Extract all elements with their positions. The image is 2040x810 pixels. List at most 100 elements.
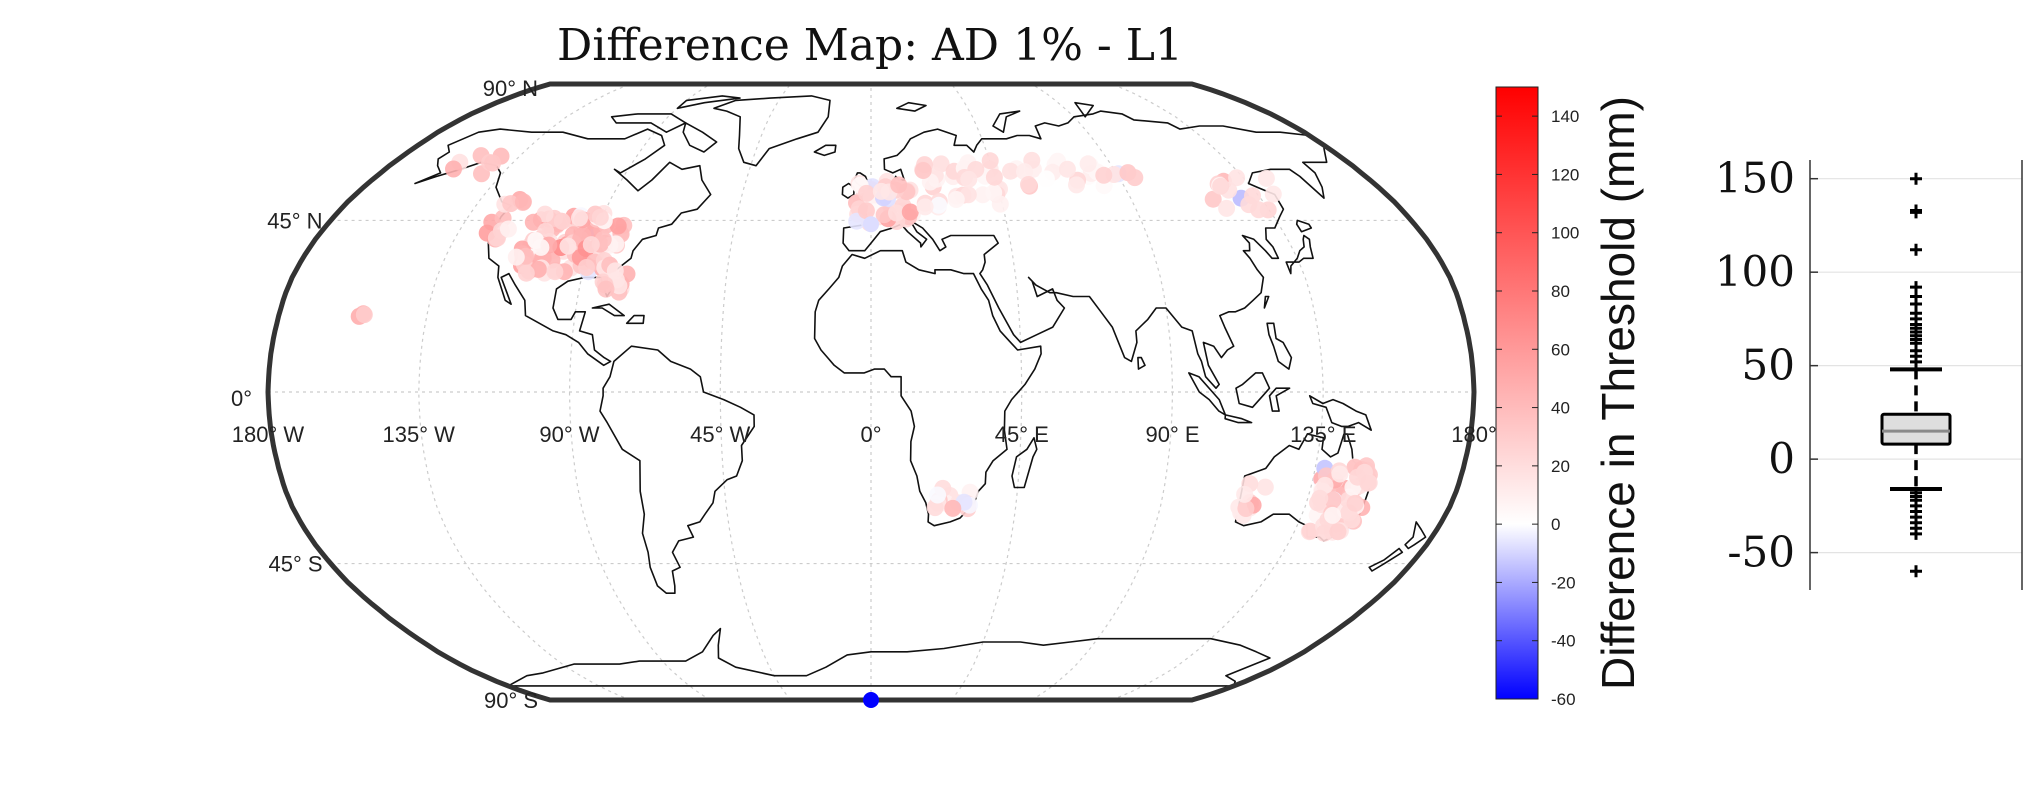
- station-marker: [1079, 155, 1097, 173]
- coastline: [1266, 322, 1293, 370]
- lat-label: 0°: [231, 386, 252, 411]
- station-marker: [901, 203, 919, 221]
- lon-label: 45° E: [995, 422, 1049, 447]
- lat-label: 90° N: [483, 76, 538, 101]
- station-marker: [1204, 190, 1222, 208]
- colorbar-ticks: 140 120 100 80 60 40 20 0 -20 -40 -60: [1496, 107, 1579, 709]
- lon-label: 90° W: [539, 422, 599, 447]
- map-axis-labels: 90° N 45° N 0° 45° S 90° S 180° W 135° W 90° W 4…: [231, 76, 1497, 713]
- station-marker: [1311, 489, 1329, 507]
- coastline: [1074, 101, 1094, 118]
- station-marker: [858, 184, 875, 202]
- station-marker: [514, 193, 532, 211]
- colorbar-tick-label: 100: [1551, 224, 1579, 243]
- station-marker: [1343, 511, 1361, 529]
- station-marker: [929, 486, 947, 504]
- boxplot-outlier: [1910, 243, 1922, 256]
- world-map: 90° N 45° N 0° 45° S 90° S 180° W 135° W 90° W 4…: [231, 76, 1497, 713]
- station-marker: [1324, 491, 1342, 509]
- colorbar-tick-label: 20: [1551, 457, 1570, 476]
- boxplot-tick-label: 0: [1768, 434, 1795, 483]
- colorbar-label: Difference in Threshold (mm): [1592, 96, 1644, 690]
- graticule-meridian: [950, 83, 1023, 701]
- coastline: [625, 314, 645, 325]
- lon-label: 135° W: [383, 422, 456, 447]
- station-marker: [582, 236, 600, 254]
- station-marker: [926, 499, 944, 517]
- station-marker: [591, 208, 609, 226]
- station-marker: [1264, 185, 1282, 203]
- station-marker: [1324, 506, 1342, 524]
- coastline: [599, 345, 755, 594]
- boxplot-outlier: [1910, 206, 1922, 219]
- station-marker: [1218, 199, 1236, 217]
- station-marker: [578, 259, 595, 276]
- station-marker: [930, 196, 948, 214]
- map-title: Difference Map: AD 1% - L1: [557, 20, 1183, 71]
- station-marker: [888, 204, 905, 222]
- station-marker: [571, 209, 588, 227]
- station-marker: [1068, 176, 1085, 194]
- colorbar-tick-label: -40: [1551, 632, 1576, 651]
- station-markers: [350, 147, 1378, 708]
- station-marker: [985, 168, 1003, 186]
- graticule-meridian: [719, 83, 792, 701]
- station-marker: [553, 212, 571, 230]
- colorbar-tick-label: -60: [1551, 690, 1576, 709]
- station-marker: [532, 238, 550, 256]
- station-marker: [1126, 169, 1144, 187]
- boxplot-tick-label: 150: [1715, 154, 1795, 203]
- station-marker: [1349, 468, 1366, 486]
- colorbar-tick-label: 60: [1551, 340, 1570, 359]
- station-marker: [981, 152, 999, 170]
- station-marker: [863, 692, 879, 708]
- coastline: [610, 113, 687, 133]
- station-marker: [484, 154, 502, 172]
- station-marker: [1301, 522, 1319, 540]
- coastline: [1295, 219, 1313, 233]
- station-marker: [559, 237, 577, 255]
- station-marker: [914, 162, 932, 179]
- map-frame: [265, 81, 1477, 703]
- station-marker: [1244, 187, 1261, 205]
- coastline: [1368, 547, 1404, 572]
- station-marker: [606, 262, 624, 280]
- coastline: [813, 144, 837, 157]
- station-marker: [507, 248, 525, 266]
- station-marker: [947, 191, 965, 208]
- lon-label: 45° W: [690, 422, 750, 447]
- coastline: [676, 95, 741, 110]
- station-marker: [890, 176, 908, 194]
- station-marker: [960, 170, 978, 188]
- station-marker: [609, 217, 627, 235]
- station-marker: [1020, 176, 1037, 193]
- station-marker: [1037, 170, 1055, 188]
- coastline: [1011, 437, 1038, 489]
- boxplot-tick-label: 50: [1742, 341, 1795, 390]
- lon-label: 135° E: [1290, 422, 1356, 447]
- station-marker: [1095, 166, 1113, 184]
- station-marker: [1228, 169, 1246, 187]
- station-marker: [863, 216, 879, 233]
- station-marker: [536, 205, 554, 223]
- lat-label: 45° N: [267, 208, 322, 233]
- station-marker: [872, 182, 890, 200]
- station-marker: [1331, 465, 1349, 483]
- colorbar-tick-label: 140: [1551, 107, 1579, 126]
- boxplot: 150 100 50 0 -50: [1715, 154, 2023, 590]
- lat-label: 45° S: [269, 552, 323, 577]
- station-marker: [1002, 162, 1019, 180]
- station-marker: [1257, 169, 1275, 187]
- coastline: [591, 303, 625, 317]
- station-marker: [1315, 524, 1333, 542]
- coastline: [1263, 295, 1270, 309]
- station-marker: [857, 202, 875, 220]
- station-marker: [1256, 478, 1274, 496]
- coastline: [1308, 395, 1372, 431]
- colorbar-tick-label: 120: [1551, 165, 1579, 184]
- coastline: [1224, 414, 1253, 424]
- station-marker: [1316, 476, 1334, 494]
- coastline: [813, 249, 1042, 527]
